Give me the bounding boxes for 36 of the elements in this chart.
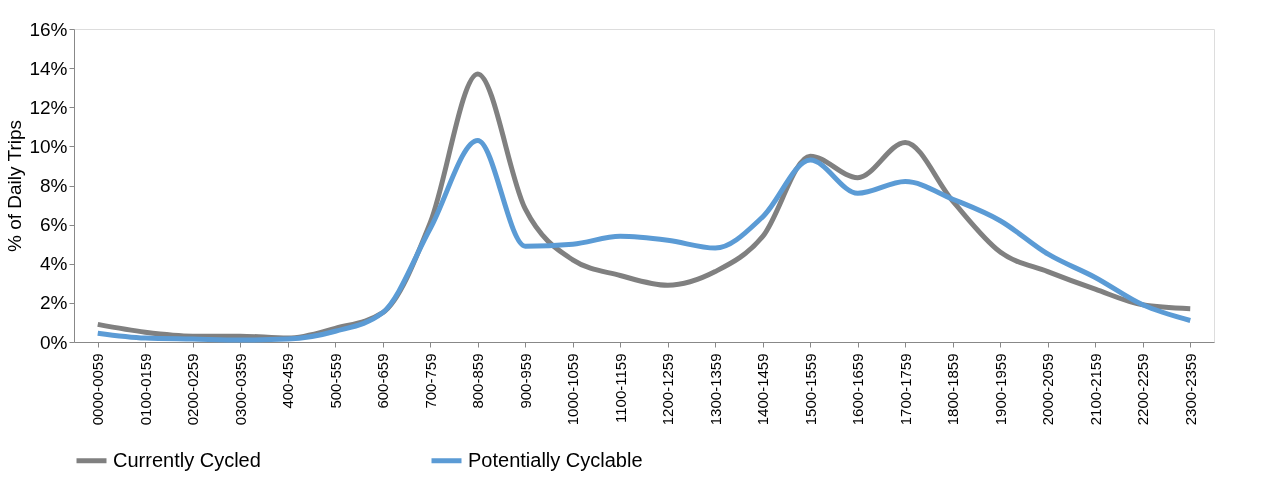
x-tick-label: 1800-1859: [944, 353, 962, 426]
x-tick-label: 1300-1359: [706, 353, 724, 426]
x-tick-label: 500-559: [326, 353, 344, 409]
x-tick-label: 1500-1559: [801, 353, 819, 426]
y-tick-label: 14%: [29, 57, 68, 79]
x-tick-label: 900-959: [516, 353, 534, 409]
x-tick-label: 600-659: [374, 353, 392, 409]
y-tick-label: 2%: [40, 292, 68, 314]
x-tick-label: 2100-2159: [1086, 353, 1104, 426]
x-tick-label: 0000-0059: [89, 353, 107, 426]
x-tick-label: 1100-1159: [611, 353, 629, 424]
x-tick-label: 1400-1459: [754, 353, 772, 426]
x-tick-label: 0200-0259: [184, 353, 202, 426]
x-tick-label: 400-459: [279, 353, 297, 409]
x-tick-label: 1600-1659: [849, 353, 867, 426]
x-tick-label: 2300-2359: [1181, 353, 1199, 426]
y-tick-label: 0%: [40, 331, 68, 353]
x-tick-label: 2200-2259: [1134, 353, 1152, 426]
x-tick-label: 1000-1059: [564, 353, 582, 426]
legend-label: Currently Cycled: [113, 448, 261, 471]
x-tick-label: 0300-0359: [231, 353, 249, 426]
y-axis-title: % of Daily Trips: [4, 120, 26, 252]
y-tick-label: 4%: [40, 253, 68, 275]
x-tick-label: 1700-1759: [896, 353, 914, 426]
legend-label: Potentially Cyclable: [468, 448, 643, 471]
x-tick-label: 800-859: [469, 353, 487, 409]
y-tick-label: 12%: [29, 96, 68, 118]
y-tick-label: 16%: [29, 18, 68, 40]
y-tick-label: 10%: [29, 135, 68, 157]
x-tick-label: 0100-0159: [136, 353, 154, 426]
y-tick-label: 8%: [40, 175, 68, 196]
x-tick-label: 1200-1259: [659, 353, 677, 426]
x-tick-label: 700-759: [421, 353, 439, 409]
x-tick-label: 2000-2059: [1039, 353, 1057, 426]
y-tick-label: 6%: [40, 214, 68, 236]
x-tick-label: 1900-1959: [991, 353, 1009, 426]
